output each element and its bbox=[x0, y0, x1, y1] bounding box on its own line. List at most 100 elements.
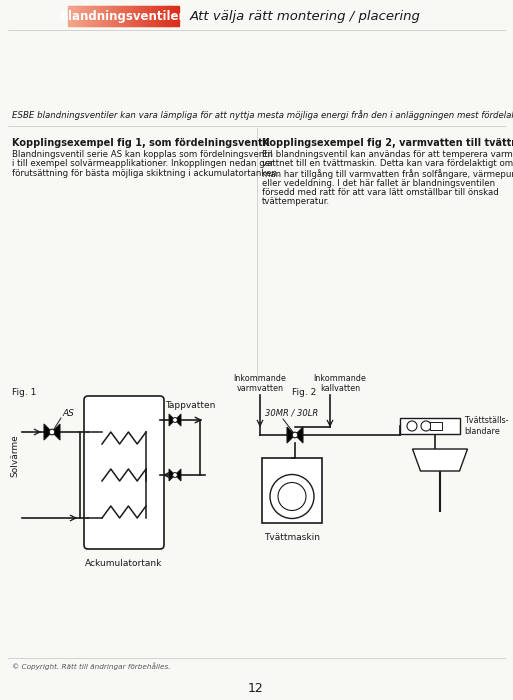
Bar bbox=[126, 6, 128, 26]
Polygon shape bbox=[175, 414, 181, 426]
Text: AS: AS bbox=[62, 410, 74, 419]
Bar bbox=[153, 6, 155, 26]
Bar bbox=[107, 6, 108, 26]
Bar bbox=[138, 6, 140, 26]
Bar bbox=[176, 6, 179, 26]
Bar bbox=[162, 6, 163, 26]
Bar bbox=[100, 6, 102, 26]
Polygon shape bbox=[295, 427, 303, 443]
Circle shape bbox=[292, 432, 298, 438]
Bar bbox=[145, 6, 147, 26]
Text: Kopplingsexempel fig 2, varmvatten till tvättmaskin: Kopplingsexempel fig 2, varmvatten till … bbox=[262, 138, 513, 148]
Bar bbox=[149, 6, 151, 26]
Bar bbox=[77, 6, 80, 26]
Bar bbox=[93, 6, 94, 26]
Bar bbox=[112, 6, 114, 26]
Bar bbox=[168, 6, 170, 26]
Bar bbox=[79, 6, 81, 26]
Bar bbox=[72, 6, 74, 26]
Bar bbox=[175, 6, 177, 26]
Bar bbox=[95, 6, 97, 26]
Text: En blandningsventil kan användas för att temperera varm-: En blandningsventil kan användas för att… bbox=[262, 150, 513, 159]
Circle shape bbox=[49, 429, 55, 435]
Bar bbox=[122, 6, 124, 26]
Bar bbox=[140, 6, 142, 26]
Circle shape bbox=[421, 421, 431, 431]
Text: Tvättställs-
blandare: Tvättställs- blandare bbox=[464, 416, 508, 435]
Bar bbox=[167, 6, 169, 26]
Bar bbox=[85, 6, 86, 26]
Text: eller vedeldning. I det här fallet är blandningsventilen: eller vedeldning. I det här fallet är bl… bbox=[262, 178, 495, 188]
Bar bbox=[123, 6, 125, 26]
Text: ESBE blandningsventiler kan vara lämpliga för att nyttja mesta möjliga energi fr: ESBE blandningsventiler kan vara lämplig… bbox=[12, 110, 513, 120]
Bar bbox=[98, 6, 100, 26]
Bar bbox=[101, 6, 103, 26]
Text: förutsättning för bästa möjliga skiktning i ackumulatortanken.: förutsättning för bästa möjliga skiktnin… bbox=[12, 169, 280, 178]
Bar bbox=[262, 458, 322, 523]
Text: Ackumulatortank: Ackumulatortank bbox=[85, 559, 163, 568]
Bar bbox=[152, 6, 154, 26]
Circle shape bbox=[407, 421, 417, 431]
Text: © Copyright. Rätt till ändringar förbehålles.: © Copyright. Rätt till ändringar förbehå… bbox=[12, 662, 170, 670]
Text: Solvärme: Solvärme bbox=[10, 434, 19, 477]
Circle shape bbox=[172, 418, 177, 422]
Bar bbox=[400, 418, 460, 434]
Bar bbox=[142, 6, 144, 26]
Bar bbox=[159, 6, 161, 26]
Bar bbox=[430, 422, 442, 430]
Bar bbox=[97, 6, 98, 26]
Bar bbox=[119, 6, 121, 26]
Bar bbox=[117, 6, 120, 26]
Bar bbox=[108, 6, 110, 26]
Polygon shape bbox=[52, 424, 60, 440]
Bar bbox=[89, 6, 90, 26]
Polygon shape bbox=[287, 427, 295, 443]
Text: Fig. 1: Fig. 1 bbox=[12, 388, 36, 397]
Bar bbox=[83, 6, 85, 26]
Text: 30MR / 30LR: 30MR / 30LR bbox=[265, 409, 318, 417]
Bar bbox=[81, 6, 82, 26]
Bar bbox=[137, 6, 139, 26]
Bar bbox=[90, 6, 92, 26]
Text: tvättemperatur.: tvättemperatur. bbox=[262, 197, 330, 206]
Bar bbox=[150, 6, 152, 26]
Bar bbox=[135, 6, 137, 26]
Bar bbox=[163, 6, 165, 26]
Bar bbox=[103, 6, 104, 26]
Text: Tappvatten: Tappvatten bbox=[165, 401, 215, 410]
Bar bbox=[166, 6, 168, 26]
Bar bbox=[115, 6, 116, 26]
Bar bbox=[73, 6, 75, 26]
Bar bbox=[141, 6, 143, 26]
Bar bbox=[87, 6, 89, 26]
Polygon shape bbox=[169, 469, 175, 481]
Bar bbox=[160, 6, 162, 26]
Bar bbox=[91, 6, 93, 26]
Bar bbox=[76, 6, 78, 26]
Bar bbox=[113, 6, 115, 26]
Bar bbox=[82, 6, 84, 26]
Bar bbox=[111, 6, 112, 26]
Bar bbox=[171, 6, 173, 26]
Bar bbox=[128, 6, 130, 26]
Text: vattnet till en tvättmaskin. Detta kan vara fördelaktigt om: vattnet till en tvättmaskin. Detta kan v… bbox=[262, 160, 513, 169]
Bar bbox=[104, 6, 106, 26]
Bar bbox=[105, 6, 107, 26]
Text: 12: 12 bbox=[248, 682, 264, 694]
Bar bbox=[130, 6, 132, 26]
Text: Att välja rätt montering / placering: Att välja rätt montering / placering bbox=[190, 10, 421, 23]
Bar bbox=[127, 6, 129, 26]
Polygon shape bbox=[169, 414, 175, 426]
Text: Blandningsventil serie AS kan kopplas som fördelningsventil: Blandningsventil serie AS kan kopplas so… bbox=[12, 150, 272, 159]
Text: försedd med ratt för att vara lätt omställbar till önskad: försedd med ratt för att vara lätt omstä… bbox=[262, 188, 499, 197]
Bar bbox=[75, 6, 77, 26]
Polygon shape bbox=[175, 469, 181, 481]
Text: Kopplingsexempel fig 1, som fördelningsventil: Kopplingsexempel fig 1, som fördelningsv… bbox=[12, 138, 270, 148]
Circle shape bbox=[270, 475, 314, 519]
Bar bbox=[86, 6, 88, 26]
Bar bbox=[144, 6, 146, 26]
FancyBboxPatch shape bbox=[84, 396, 164, 549]
Bar bbox=[131, 6, 133, 26]
Text: Inkommande
varmvatten: Inkommande varmvatten bbox=[233, 374, 286, 393]
Bar bbox=[154, 6, 156, 26]
